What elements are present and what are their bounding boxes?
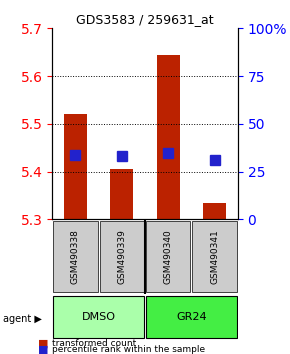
Text: GSM490340: GSM490340: [164, 229, 173, 284]
Bar: [157, 55, 180, 219]
Bar: [64, 114, 87, 219]
FancyBboxPatch shape: [146, 221, 191, 292]
Text: GR24: GR24: [176, 312, 207, 322]
Text: agent ▶: agent ▶: [3, 314, 42, 324]
FancyBboxPatch shape: [192, 221, 237, 292]
Bar: [203, 203, 226, 219]
Text: ■: ■: [38, 338, 48, 348]
Text: percentile rank within the sample: percentile rank within the sample: [52, 345, 205, 354]
FancyBboxPatch shape: [53, 221, 98, 292]
Text: GSM490341: GSM490341: [210, 229, 219, 284]
FancyBboxPatch shape: [146, 296, 237, 338]
FancyBboxPatch shape: [99, 221, 144, 292]
Text: DMSO: DMSO: [81, 312, 116, 322]
Text: GSM490339: GSM490339: [117, 229, 126, 284]
Text: transformed count: transformed count: [52, 339, 137, 348]
Text: ■: ■: [38, 345, 48, 354]
FancyBboxPatch shape: [53, 296, 144, 338]
Bar: [110, 169, 133, 219]
Text: GSM490338: GSM490338: [71, 229, 80, 284]
Title: GDS3583 / 259631_at: GDS3583 / 259631_at: [76, 13, 214, 26]
